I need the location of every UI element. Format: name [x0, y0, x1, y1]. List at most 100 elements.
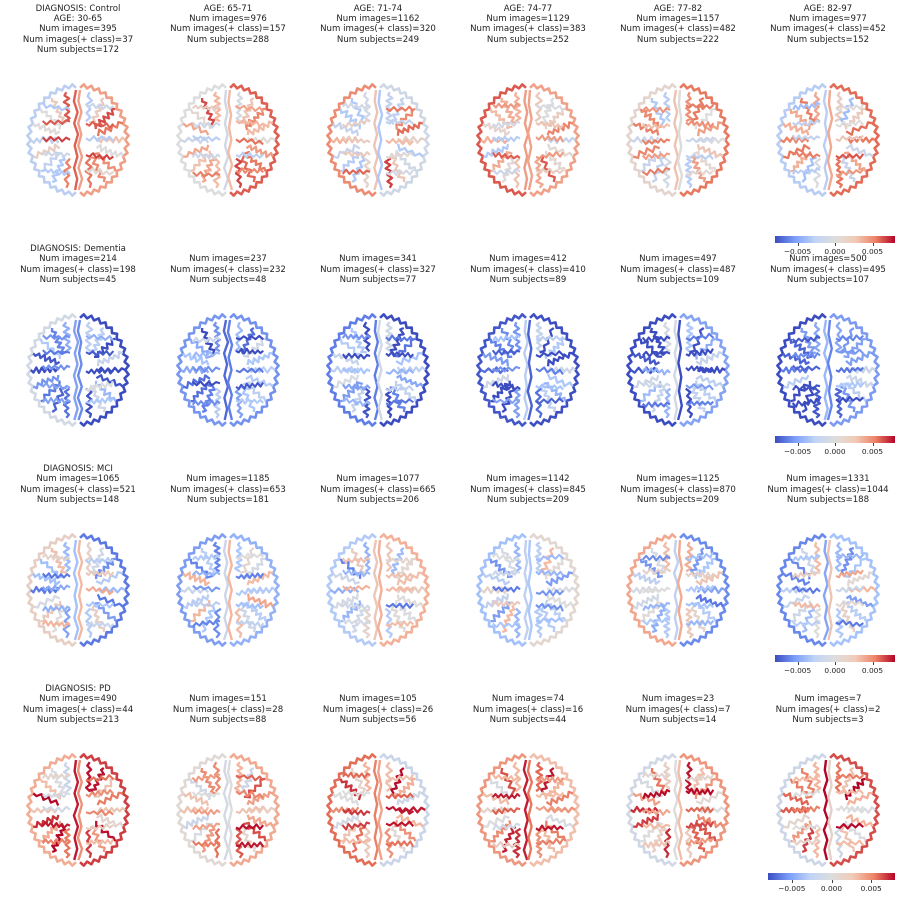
relevance-gyrus-stroke	[339, 338, 361, 361]
relevance-gyrus-stroke	[535, 366, 564, 375]
relevance-gyrus-stroke	[685, 103, 715, 111]
relevance-gyrus-stroke	[235, 620, 265, 629]
relevance-gyrus-stroke	[212, 321, 221, 353]
subplot-title-line: Num images(+ class)=320	[320, 24, 436, 35]
relevance-gyrus-stroke	[492, 397, 521, 405]
relevance-gyrus-stroke	[512, 387, 521, 419]
relevance-gyrus-stroke	[191, 121, 221, 129]
relevance-gyrus-stroke	[332, 814, 360, 829]
subplot-title-line: Num images=1142	[486, 474, 570, 485]
subplot-title-line: Num subjects=152	[786, 34, 870, 45]
axial-brain-map	[26, 753, 130, 867]
relevance-gyrus-stroke	[42, 135, 71, 143]
relevance-gyrus-stroke	[239, 767, 255, 794]
relevance-gyrus-stroke	[90, 604, 106, 633]
relevance-gyrus-stroke	[679, 533, 730, 647]
relevance-gyrus-stroke	[822, 759, 830, 861]
relevance-gyrus-stroke	[491, 380, 521, 391]
colorbar-tick-label: −0.005	[783, 247, 812, 256]
relevance-gyrus-stroke	[642, 808, 671, 816]
relevance-gyrus-stroke	[835, 119, 865, 128]
relevance-gyrus-stroke	[535, 383, 564, 391]
subplot-control-2: AGE: 65-71 Num images=976 Num images(+ cla…	[153, 4, 303, 224]
relevance-gyrus-stroke	[362, 761, 372, 793]
relevance-gyrus-stroke	[85, 621, 115, 629]
relevance-gyrus-stroke	[791, 351, 821, 360]
relevance-gyrus-stroke	[385, 398, 415, 407]
relevance-gyrus-stroke	[85, 570, 115, 578]
relevance-gyrus-stroke	[229, 313, 280, 427]
colorbar-tick	[872, 243, 874, 246]
relevance-gyrus-stroke	[379, 533, 430, 647]
relevance-gyrus-stroke	[235, 552, 264, 561]
relevance-gyrus-stroke	[835, 366, 864, 374]
relevance-gyrus-stroke	[84, 541, 93, 573]
subplot-title: Num images=151 Num images(+ class)=28 Num …	[153, 694, 303, 725]
relevance-gyrus-stroke	[685, 119, 715, 129]
relevance-gyrus-stroke	[801, 156, 817, 183]
relevance-gyrus-stroke	[332, 572, 360, 585]
subplot-title-line: Num images=395	[39, 24, 117, 35]
relevance-gyrus-stroke	[385, 820, 415, 827]
relevance-gyrus-stroke	[844, 820, 867, 842]
subplot-title-line: Num images(+ class)=16	[472, 704, 584, 715]
relevance-gyrus-stroke	[351, 385, 366, 413]
colorbar-tick	[872, 662, 874, 665]
relevance-gyrus-stroke	[94, 380, 117, 402]
relevance-gyrus-stroke	[229, 83, 280, 197]
colorbar-tick-label: 0.005	[861, 666, 884, 675]
relevance-gyrus-stroke	[846, 571, 874, 587]
relevance-gyrus-stroke	[539, 97, 555, 124]
relevance-gyrus-stroke	[845, 594, 874, 608]
relevance-gyrus-stroke	[492, 365, 521, 373]
subplot-title-line: Num subjects=3	[792, 714, 864, 725]
relevance-gyrus-stroke	[376, 89, 384, 191]
relevance-gyrus-stroke	[845, 350, 874, 367]
subplot-title: Num images=341 Num images(+ class)=327 Num…	[303, 254, 453, 285]
axial-brain-map	[26, 533, 130, 647]
relevance-gyrus-stroke	[835, 348, 864, 355]
axial-brain-map	[776, 313, 880, 427]
relevance-gyrus-stroke	[840, 604, 856, 633]
relevance-gyrus-stroke	[826, 319, 833, 421]
relevance-gyrus-stroke	[85, 838, 115, 846]
relevance-gyrus-stroke	[229, 533, 280, 647]
axial-brain-map	[476, 313, 580, 427]
relevance-gyrus-stroke	[672, 539, 680, 641]
subplot-pd-5: Num images=23 Num images(+ class)=7 Num su…	[603, 674, 753, 894]
subplot-title-line: Num images=1331	[786, 474, 870, 485]
relevance-gyrus-stroke	[535, 553, 565, 562]
relevance-gyrus-stroke	[235, 841, 265, 849]
relevance-gyrus-stroke	[72, 759, 80, 861]
relevance-gyrus-stroke	[229, 753, 280, 867]
axial-brain-map	[776, 83, 880, 197]
relevance-gyrus-stroke	[492, 822, 521, 831]
relevance-gyrus-stroke	[342, 150, 371, 158]
colorbar-gradient	[775, 236, 895, 243]
subplot-title-line: Num images=976	[189, 14, 267, 25]
relevance-gyrus-stroke	[32, 122, 61, 136]
relevance-gyrus-stroke	[192, 618, 221, 628]
subplot-title-line: Num subjects=181	[186, 494, 270, 505]
subplot-title-line: Num subjects=209	[636, 494, 720, 505]
relevance-gyrus-stroke	[685, 806, 715, 814]
relevance-gyrus-stroke	[51, 155, 66, 184]
relevance-gyrus-stroke	[791, 397, 821, 408]
relevance-gyrus-stroke	[240, 604, 257, 633]
relevance-gyrus-stroke	[535, 805, 564, 813]
colorbar-tick	[797, 443, 799, 446]
colorbar: −0.005 0.000 0.005	[775, 655, 895, 675]
subplot-dementia-1: DIAGNOSIS: Dementia Num images=214 Num ima…	[3, 234, 153, 454]
relevance-gyrus-stroke	[351, 604, 367, 634]
relevance-gyrus-stroke	[333, 374, 360, 389]
relevance-gyrus-stroke	[376, 539, 383, 641]
relevance-gyrus-stroke	[822, 539, 830, 641]
relevance-gyrus-stroke	[85, 135, 114, 143]
relevance-gyrus-stroke	[41, 553, 71, 562]
relevance-gyrus-stroke	[501, 547, 517, 575]
relevance-gyrus-stroke	[792, 167, 821, 175]
relevance-gyrus-stroke	[30, 366, 60, 375]
relevance-gyrus-stroke	[32, 572, 61, 587]
relevance-gyrus-stroke	[342, 383, 371, 391]
relevance-gyrus-stroke	[800, 767, 815, 796]
